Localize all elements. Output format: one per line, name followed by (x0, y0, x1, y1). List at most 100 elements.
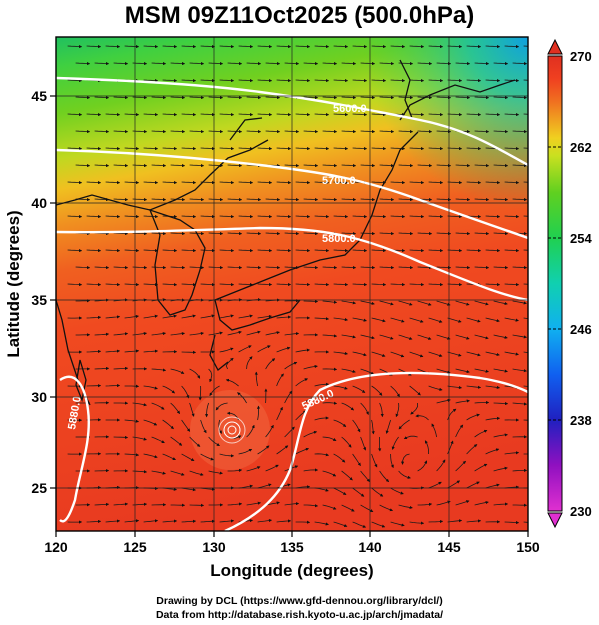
streamline-arrow (225, 378, 239, 387)
streamline-arrow (314, 521, 329, 526)
colorbar-bottom-triangle (547, 512, 563, 529)
streamline-arrow (295, 348, 311, 353)
streamline-arrow (466, 481, 480, 489)
streamline-arrow (246, 501, 262, 506)
streamline-arrow (447, 78, 463, 83)
streamline-arrow (238, 282, 254, 287)
streamline-arrow (303, 197, 319, 202)
streamline-arrow (360, 95, 376, 100)
streamline-arrow (303, 265, 319, 270)
streamline-arrow (474, 61, 490, 66)
streamline-arrow (466, 351, 481, 357)
streamline-arrow (417, 231, 433, 236)
streamline-arrow (447, 282, 463, 287)
streamline-arrow (189, 368, 201, 379)
streamline-arrow (512, 265, 528, 270)
streamline-arrow (341, 265, 357, 270)
streamline-arrow (208, 231, 224, 236)
streamline-arrow (360, 265, 376, 270)
streamline-arrow (75, 95, 91, 100)
streamline-arrow (322, 61, 338, 66)
streamline-arrow (181, 146, 197, 151)
streamline-arrow (493, 368, 508, 373)
streamline-arrow (512, 163, 528, 168)
streamline-arrow (493, 334, 508, 339)
streamline-arrow (86, 214, 102, 219)
colorbar-tick: 254 (570, 231, 592, 246)
contour-label: 5800.0 (322, 233, 356, 245)
streamline-arrow (238, 44, 254, 49)
streamline-arrow (246, 466, 261, 472)
streamline-arrow (409, 317, 424, 323)
streamline-arrow (398, 300, 413, 306)
streamline-arrow (86, 44, 102, 49)
streamline-arrow (113, 332, 129, 336)
streamline-arrow (189, 331, 205, 336)
streamline-arrow (352, 248, 368, 253)
streamline-arrow (436, 231, 452, 236)
y-tick-label: 45 (31, 88, 47, 104)
streamline-arrow (379, 95, 395, 100)
streamline-arrow (417, 129, 433, 134)
streamline-arrow (276, 315, 292, 319)
streamline-arrow (295, 146, 311, 151)
streamline-arrow (246, 197, 262, 202)
streamline-arrow (436, 500, 451, 506)
streamline-arrow (276, 483, 291, 489)
streamline-arrow (474, 500, 489, 506)
x-tick-marks (55, 531, 529, 537)
streamline-arrow (238, 214, 254, 219)
streamline-arrow (428, 214, 444, 219)
streamline-arrow (512, 95, 528, 100)
x-tick-label: 140 (358, 539, 382, 555)
streamline-arrow (474, 400, 490, 405)
streamline-arrow (379, 231, 395, 236)
streamline-arrow (86, 180, 102, 185)
streamline-arrow (436, 129, 452, 134)
streamline-arrow (341, 163, 357, 168)
y-tick-label: 35 (31, 292, 47, 308)
streamline-arrow (284, 197, 300, 202)
streamline-arrow (400, 453, 410, 465)
y-axis-label: Latitude (degrees) (4, 210, 23, 357)
streamline-arrow (493, 300, 508, 306)
streamline-arrow (474, 368, 489, 373)
streamline-arrow (322, 265, 338, 270)
streamline-arrow (322, 163, 338, 168)
streamline-arrow (162, 180, 178, 185)
streamline-arrow (246, 330, 261, 336)
streamline-arrow (409, 248, 425, 253)
streamline-arrow (105, 146, 121, 151)
streamline-arrow (105, 315, 121, 319)
streamline-arrow (227, 502, 243, 506)
streamline-arrow (94, 502, 110, 506)
streamline-arrow (360, 163, 376, 168)
streamline-arrow (303, 299, 319, 304)
streamline-arrow (333, 351, 349, 356)
streamline-arrow (428, 78, 444, 83)
streamline-arrow (238, 314, 253, 319)
streamline-arrow (504, 282, 520, 287)
streamline-arrow (512, 402, 528, 406)
chart-title: MSM 09Z11Oct2025 (500.0hPa) (124, 2, 475, 29)
streamline-arrow (276, 373, 284, 387)
streamline-arrow (455, 399, 470, 404)
streamline-arrow (390, 351, 405, 358)
streamline-arrow (303, 468, 319, 472)
streamline-arrow (284, 361, 298, 370)
streamline-arrow (227, 231, 243, 236)
streamline-arrow (200, 78, 216, 83)
streamline-arrow (257, 180, 273, 185)
streamline-arrow (504, 78, 520, 83)
streamline-arrow (257, 518, 273, 523)
streamline-arrow (276, 180, 292, 185)
streamline-arrow (189, 163, 205, 168)
streamline-arrow (447, 440, 454, 455)
streamline-arrow (151, 95, 167, 100)
streamline-arrow (333, 214, 349, 219)
streamline-arrow (455, 197, 471, 202)
streamline-arrow (523, 385, 528, 387)
streamline-arrow (208, 265, 224, 270)
streamline-arrow (227, 265, 243, 270)
colorbar-bar (547, 55, 563, 512)
